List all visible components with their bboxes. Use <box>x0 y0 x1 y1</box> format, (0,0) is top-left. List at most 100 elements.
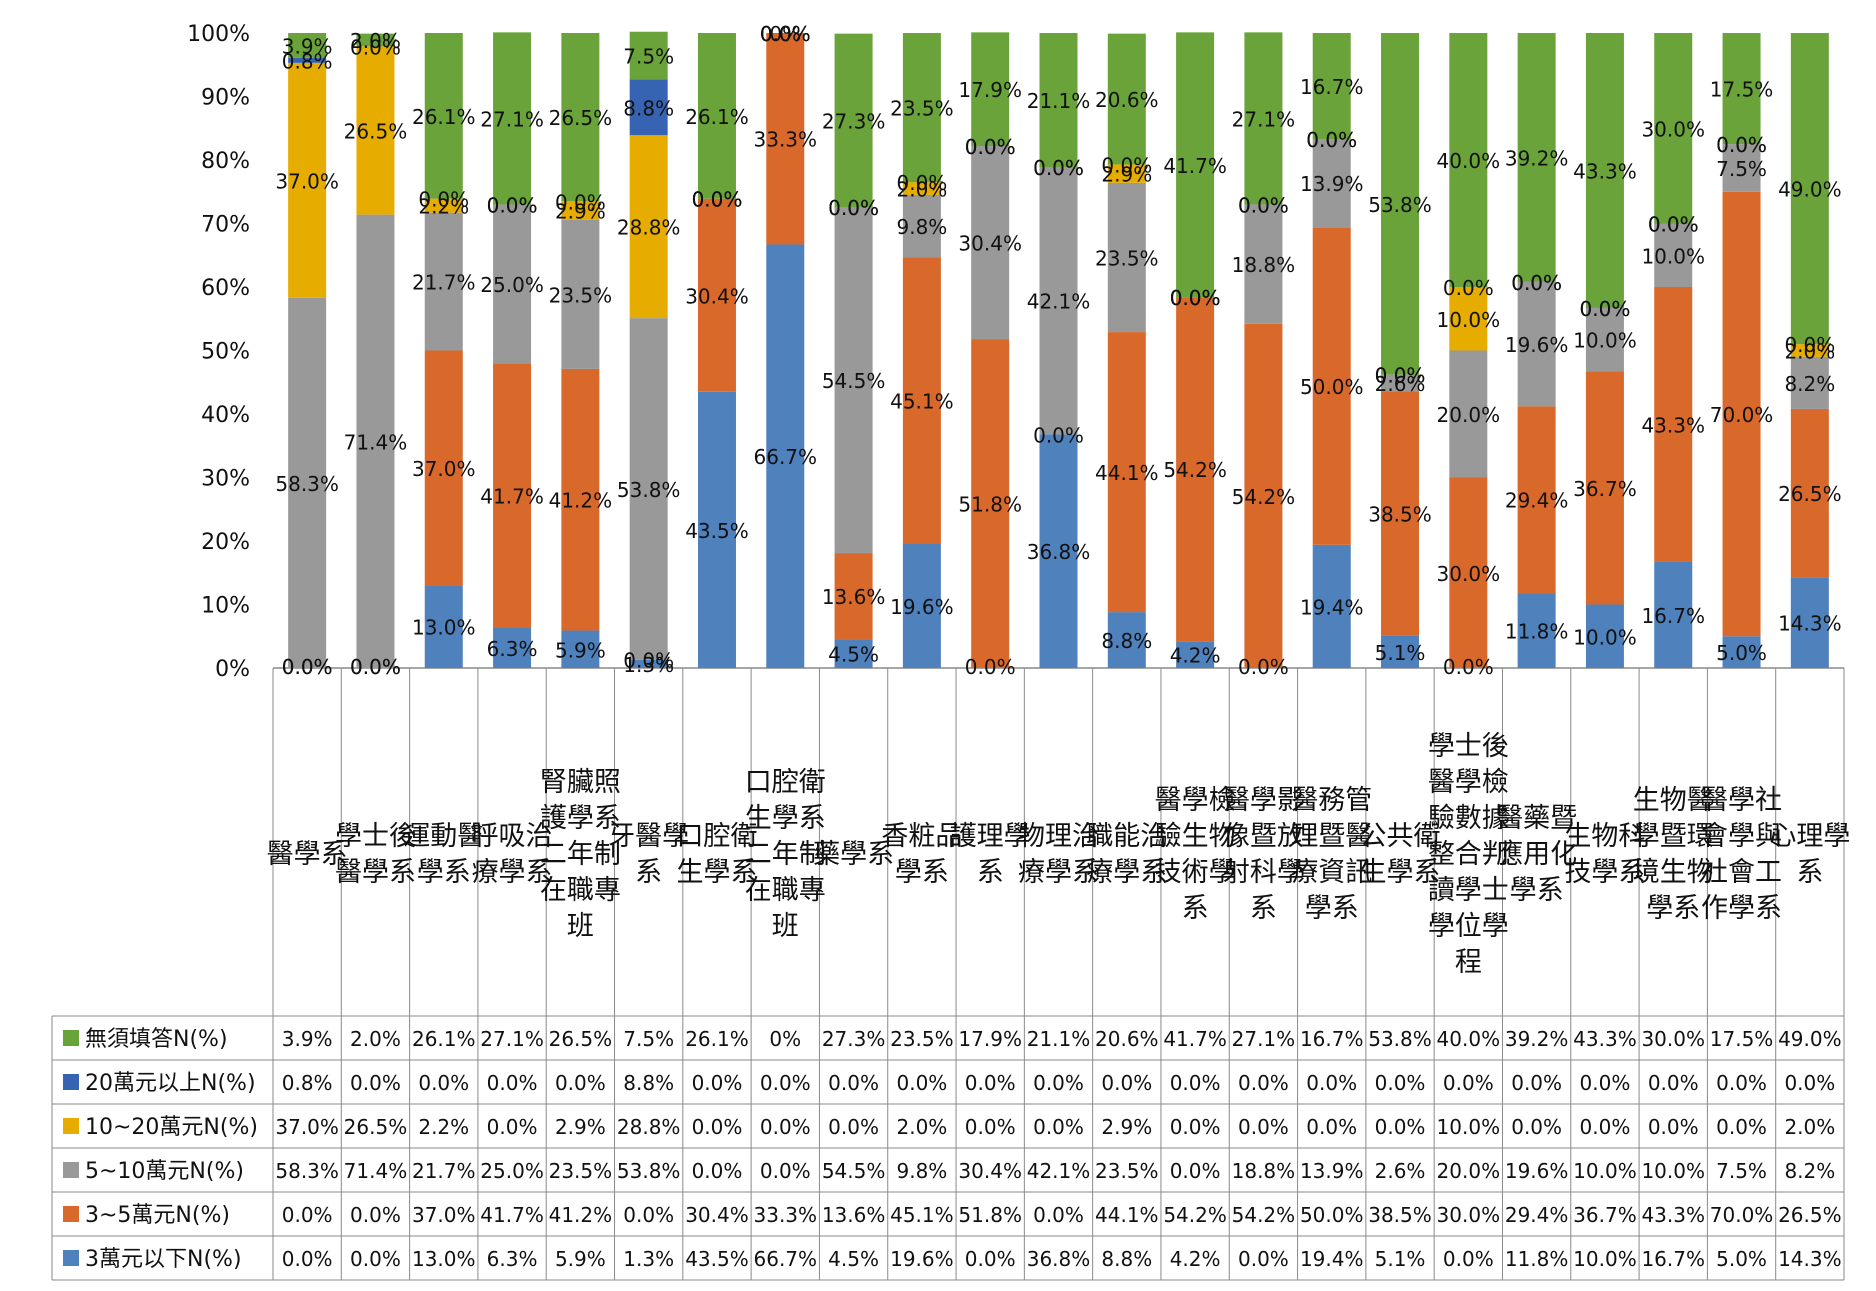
bar-segment <box>1517 406 1556 594</box>
table-cell-value: 0.0% <box>350 1071 401 1095</box>
bar-segment <box>561 201 600 220</box>
bar-data-label: 38.5% <box>1368 502 1432 526</box>
bar-data-label: 2.6% <box>1375 372 1426 396</box>
bar-data-label: 10.0% <box>1437 308 1501 332</box>
bar-segment <box>1517 33 1556 282</box>
bar-segment <box>1244 32 1283 205</box>
table-cell-value: 0.0% <box>1170 1159 1221 1183</box>
table-cell-value: 26.1% <box>685 1027 749 1051</box>
table-cell-value: 26.5% <box>549 1027 613 1051</box>
table-cell-value: 0.0% <box>1306 1115 1357 1139</box>
table-cell-value: 0.0% <box>1238 1071 1289 1095</box>
category-label: 物理治療學系 <box>1018 821 1099 888</box>
bar-data-label: 26.1% <box>412 105 476 129</box>
table-cell-value: 20.6% <box>1095 1027 1159 1051</box>
y-tick-label: 10% <box>201 594 250 619</box>
table-cell-value: 39.2% <box>1505 1027 1569 1051</box>
table-cell-value: 0.0% <box>350 1203 401 1227</box>
category-label: 醫學檢驗生物技術學系 <box>1155 785 1236 924</box>
table-cell-value: 21.1% <box>1027 1027 1091 1051</box>
bar-segment <box>834 553 873 640</box>
bar-segment <box>561 630 600 668</box>
bar-segment <box>493 363 532 628</box>
bar-segment <box>1176 32 1215 298</box>
bar-data-label: 37.0% <box>412 457 476 481</box>
category-label: 生物醫學暨環境生物學系 <box>1633 785 1714 924</box>
bar-segment <box>902 543 941 668</box>
bar-segment <box>424 212 463 351</box>
table-cell-value: 17.9% <box>958 1027 1022 1051</box>
bar-data-label: 44.1% <box>1095 461 1159 485</box>
bar-data-label: 0.0% <box>965 135 1016 159</box>
table-cell-value: 71.4% <box>344 1159 408 1183</box>
bar-data-label: 51.8% <box>958 493 1022 517</box>
bar-segment <box>766 244 805 668</box>
table-cell-value: 0.8% <box>282 1071 333 1095</box>
y-tick-label: 50% <box>201 340 250 365</box>
bar-segment <box>1244 323 1283 668</box>
bar-data-label: 2.0% <box>1784 340 1835 364</box>
table-cell-value: 44.1% <box>1095 1203 1159 1227</box>
bar-segment <box>288 33 327 58</box>
category-label: 口腔衛生學系二年制在職專班 <box>745 767 826 942</box>
table-cell-value: 19.6% <box>1505 1159 1569 1183</box>
bar-data-label: 0.0% <box>1375 364 1426 388</box>
bar-data-label: 50.0% <box>1300 375 1364 399</box>
bar-data-label: 36.7% <box>1573 477 1637 501</box>
bar-data-label: 23.5% <box>549 283 613 307</box>
table-cell-value: 0.0% <box>1375 1071 1426 1095</box>
bar-segment <box>1654 33 1693 224</box>
bar-segment <box>1654 287 1693 562</box>
bar-segment <box>424 350 463 586</box>
table-cell-value: 7.5% <box>1716 1159 1767 1183</box>
bar-data-label: 0.0% <box>965 655 1016 679</box>
bar-segment <box>561 33 600 202</box>
bar-data-label: 0.0% <box>350 35 401 59</box>
bar-data-label: 53.8% <box>617 478 681 502</box>
bar-data-label: 23.5% <box>890 97 954 121</box>
bar-segment <box>356 214 395 669</box>
table-cell-value: 7.5% <box>623 1027 674 1051</box>
bar-segment <box>1517 281 1556 407</box>
legend-key <box>63 1206 79 1222</box>
bar-segment <box>1107 612 1146 668</box>
bar-data-label: 0.0% <box>1375 364 1426 388</box>
table-cell-value: 0.0% <box>1443 1247 1494 1271</box>
table-cell-value: 0.0% <box>692 1159 743 1183</box>
table-cell-value: 2.0% <box>1784 1115 1835 1139</box>
table-cell-value: 0.0% <box>1238 1115 1289 1139</box>
bar-data-label: 16.7% <box>1300 75 1364 99</box>
bar-data-label: 30.4% <box>685 284 749 308</box>
table-cell-value: 0.0% <box>760 1071 811 1095</box>
table-cell-value: 23.5% <box>1095 1159 1159 1183</box>
table-cell-value: 41.7% <box>1163 1027 1227 1051</box>
legend-label: 3~5萬元N(%) <box>85 1203 230 1228</box>
table-cell-value: 42.1% <box>1027 1159 1091 1183</box>
table-cell-value: 14.3% <box>1778 1247 1842 1271</box>
bar-data-label: 0.0% <box>760 22 811 46</box>
table-cell-value: 5.1% <box>1375 1247 1426 1271</box>
bar-data-label: 66.7% <box>754 445 818 469</box>
category-label: 護理學系 <box>950 821 1031 888</box>
bar-segment <box>1585 371 1624 605</box>
bar-data-label: 0.0% <box>1033 156 1084 180</box>
bar-segment <box>1449 33 1488 287</box>
bar-data-label: 0.0% <box>487 193 538 217</box>
table-cell-value: 0.0% <box>1511 1071 1562 1095</box>
table-cell-value: 36.7% <box>1573 1203 1637 1227</box>
bar-segment <box>1449 477 1488 668</box>
bar-segment <box>1312 227 1351 545</box>
bar-data-label: 0.0% <box>1170 286 1221 310</box>
table-cell-value: 16.7% <box>1641 1247 1705 1271</box>
table-cell-value: 0.0% <box>487 1115 538 1139</box>
category-label: 香粧品學系 <box>881 821 962 888</box>
table-cell-value: 0.0% <box>896 1071 947 1095</box>
table-cell-value: 0.0% <box>965 1247 1016 1271</box>
bar-segment <box>1790 33 1829 345</box>
bar-data-label: 0.0% <box>1511 271 1562 295</box>
table-cell-value: 5.0% <box>1716 1247 1767 1271</box>
bar-data-label: 41.7% <box>480 485 544 509</box>
bar-data-label: 0.0% <box>1306 128 1357 152</box>
table-cell-value: 53.8% <box>617 1159 681 1183</box>
table-cell-value: 19.6% <box>890 1247 954 1271</box>
